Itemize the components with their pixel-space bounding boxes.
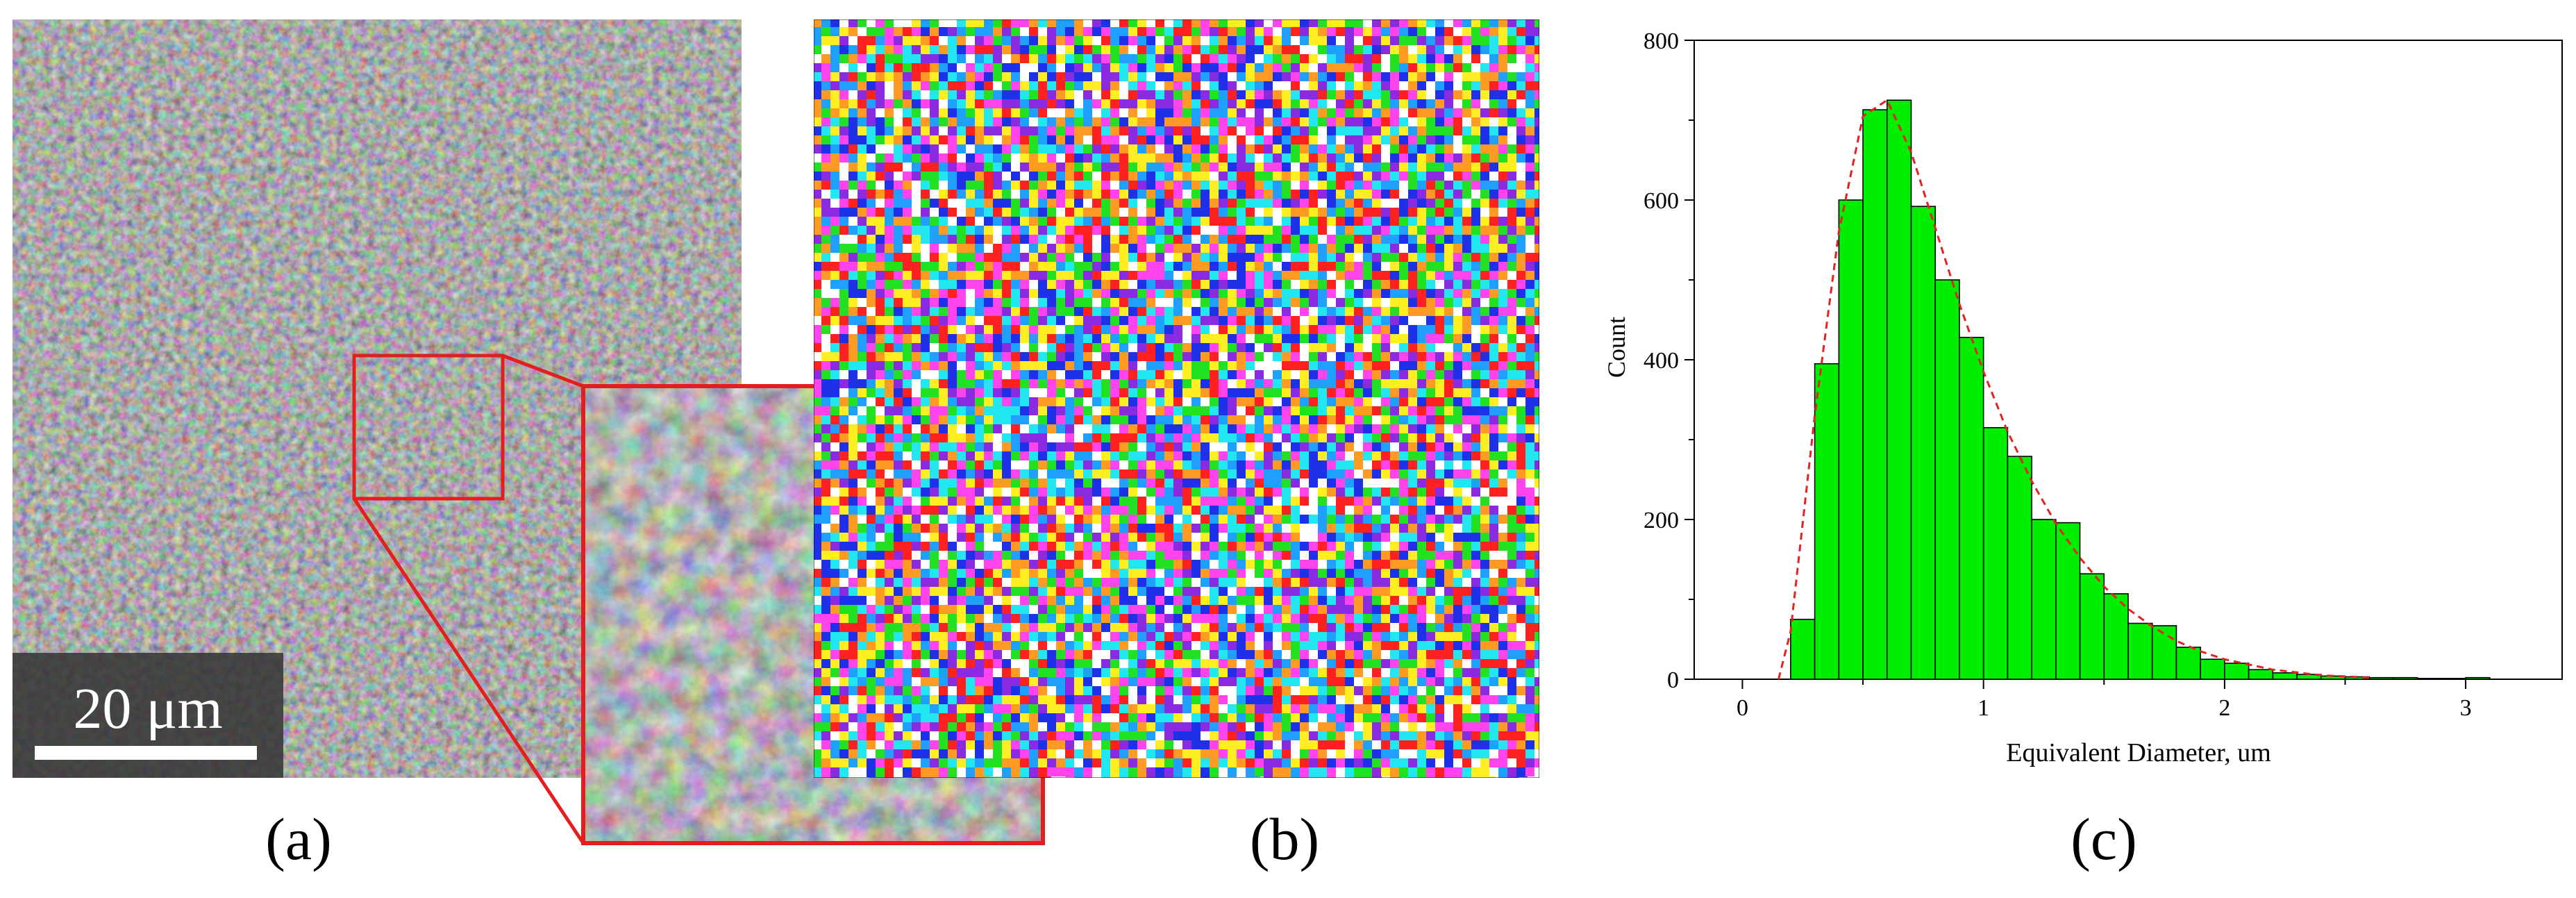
grain-size-histogram: Count Equivalent Diameter, um 0 1 2 3 0 200 40…: [1597, 0, 2576, 895]
histogram-bar: [1935, 280, 1959, 679]
x-tick-label: 1: [1977, 695, 1989, 721]
histogram-bar: [2249, 670, 2273, 679]
y-tick-label: 800: [1644, 28, 1679, 54]
histogram-bar: [2032, 519, 2056, 679]
caption-b: (b): [1194, 804, 1375, 874]
x-tick-label: 3: [2460, 695, 2472, 721]
histogram-bar: [2466, 678, 2490, 679]
histogram-bar: [2080, 574, 2105, 679]
histogram-bar: [1791, 620, 1815, 679]
y-tick-label: 200: [1644, 508, 1679, 533]
histogram-bar: [2393, 678, 2418, 679]
caption-c: (c): [2014, 804, 2194, 874]
histogram-bar: [2128, 624, 2152, 680]
x-tick-label: 2: [2218, 695, 2230, 721]
histogram-bar: [1863, 110, 1887, 679]
histogram-bar: [1959, 338, 1984, 679]
histogram-panel: Count Equivalent Diameter, um 0 1 2 3 0 200 40…: [1597, 0, 2576, 895]
histogram-bar: [1984, 428, 2008, 679]
scale-bar-label: 20 μm: [73, 676, 222, 741]
histogram-bar: [1887, 100, 1912, 679]
histogram-bar: [2056, 523, 2080, 679]
histogram-bar: [2273, 673, 2297, 679]
y-tick-label: 0: [1667, 667, 1679, 693]
histogram-bar: [1839, 200, 1863, 679]
histogram-bar: [2152, 626, 2177, 679]
histogram-bar: [1815, 364, 1839, 679]
y-tick-label: 600: [1644, 188, 1679, 214]
ebsd-grain-map-panel: [814, 19, 1539, 778]
histogram-bar: [2369, 678, 2393, 679]
sem-micrograph-panel: 20 μm: [12, 19, 742, 778]
y-axis-label: Count: [1603, 317, 1630, 378]
x-tick-label: 0: [1737, 695, 1748, 721]
caption-a: (a): [208, 804, 389, 874]
histogram-bar: [2200, 659, 2225, 679]
histogram-bar: [2176, 647, 2200, 679]
histogram-bar: [1912, 206, 1936, 679]
scale-bar: [35, 746, 257, 760]
grain-cells: [814, 19, 1539, 778]
x-axis-label: Equivalent Diameter, um: [2006, 738, 2271, 767]
histogram-bar: [2007, 456, 2032, 679]
ebsd-grain-map: [814, 19, 1539, 778]
histogram-bar: [2225, 663, 2249, 679]
y-tick-label: 400: [1644, 348, 1679, 374]
